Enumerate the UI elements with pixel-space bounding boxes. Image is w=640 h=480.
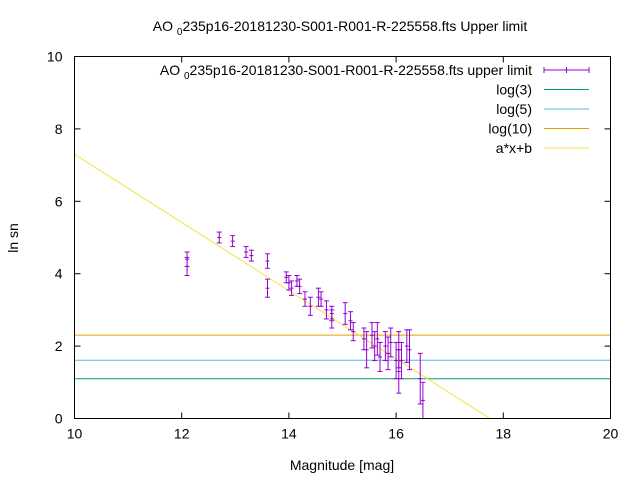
y-tick-label: 2	[55, 338, 63, 354]
data-point	[396, 349, 402, 394]
data-point	[404, 329, 410, 363]
data-point	[407, 329, 412, 371]
data-point	[243, 246, 249, 258]
y-tick-label: 6	[55, 193, 63, 209]
data-point	[369, 322, 375, 349]
legend-label: AO 0235p16-20181230-S001-R001-R-225558.f…	[160, 62, 532, 82]
legend-label-sub: 0	[184, 71, 190, 82]
legend: AO 0235p16-20181230-S001-R001-R-225558.f…	[160, 62, 590, 156]
x-tick-label: 12	[174, 426, 190, 442]
data-point	[377, 341, 383, 372]
data-point	[318, 291, 324, 307]
legend-label: log(3)	[496, 82, 532, 98]
data-point	[294, 275, 300, 287]
data-point	[302, 291, 308, 307]
data-point	[283, 271, 289, 284]
data-point	[264, 278, 270, 298]
legend-label: a*x+b	[496, 140, 532, 156]
legend-label-main: AO	[160, 62, 184, 78]
x-axis-label: Magnitude [mag]	[290, 457, 394, 473]
y-tick-label: 0	[55, 411, 63, 427]
data-point	[388, 327, 394, 358]
data-point	[398, 341, 404, 380]
data-point	[307, 296, 313, 316]
legend-label-main: log(3)	[496, 82, 532, 98]
data-point	[342, 302, 348, 325]
data-point	[286, 275, 292, 291]
y-tick-label: 10	[47, 49, 63, 65]
data-point	[184, 256, 190, 277]
x-tick-label: 16	[388, 426, 404, 442]
legend-label: log(5)	[496, 101, 532, 117]
x-tick-label: 18	[496, 426, 512, 442]
data-point	[393, 341, 399, 380]
data-point	[315, 287, 321, 307]
data-point	[230, 235, 236, 248]
x-tick-label: 10	[67, 426, 83, 442]
data-point	[264, 253, 270, 269]
data-point	[385, 336, 391, 371]
y-axis-label: ln sn	[5, 223, 21, 253]
data-point	[297, 278, 303, 295]
legend-label-rest: 235p16-20181230-S001-R001-R-225558.fts u…	[190, 62, 533, 78]
data-point	[372, 331, 378, 362]
data-point	[289, 280, 295, 296]
legend-label-main: log(10)	[488, 121, 532, 137]
plot-frame	[74, 56, 611, 419]
data-point	[374, 322, 380, 356]
legend-label-main: a*x+b	[496, 140, 532, 156]
data-point	[248, 249, 254, 262]
chart-title-main: AO	[153, 18, 177, 34]
chart-title-rest: 235p16-20181230-S001-R001-R-225558.fts U…	[182, 18, 527, 34]
y-tick-label: 4	[55, 266, 63, 282]
x-tick-label: 14	[281, 426, 297, 442]
chart-title: AO 0235p16-20181230-S001-R001-R-225558.f…	[153, 18, 528, 38]
data-point	[329, 305, 335, 322]
chart-title-sub: 0	[177, 27, 183, 38]
data-point	[323, 300, 329, 320]
axes	[74, 56, 611, 419]
data-point	[417, 352, 423, 405]
x-tick-label: 20	[603, 426, 619, 442]
data-point	[216, 231, 222, 244]
legend-label-main: log(5)	[496, 101, 532, 117]
plot-area	[74, 153, 611, 419]
data-point	[350, 322, 356, 342]
legend-label: log(10)	[488, 121, 532, 137]
ticks: 10 12 14 16 18 20 0 2 4 6 8 10	[47, 49, 619, 442]
data-point	[348, 311, 354, 331]
data-point	[382, 331, 388, 362]
data-point	[364, 331, 370, 369]
data-point	[420, 381, 426, 419]
y-tick-label: 8	[55, 121, 63, 137]
